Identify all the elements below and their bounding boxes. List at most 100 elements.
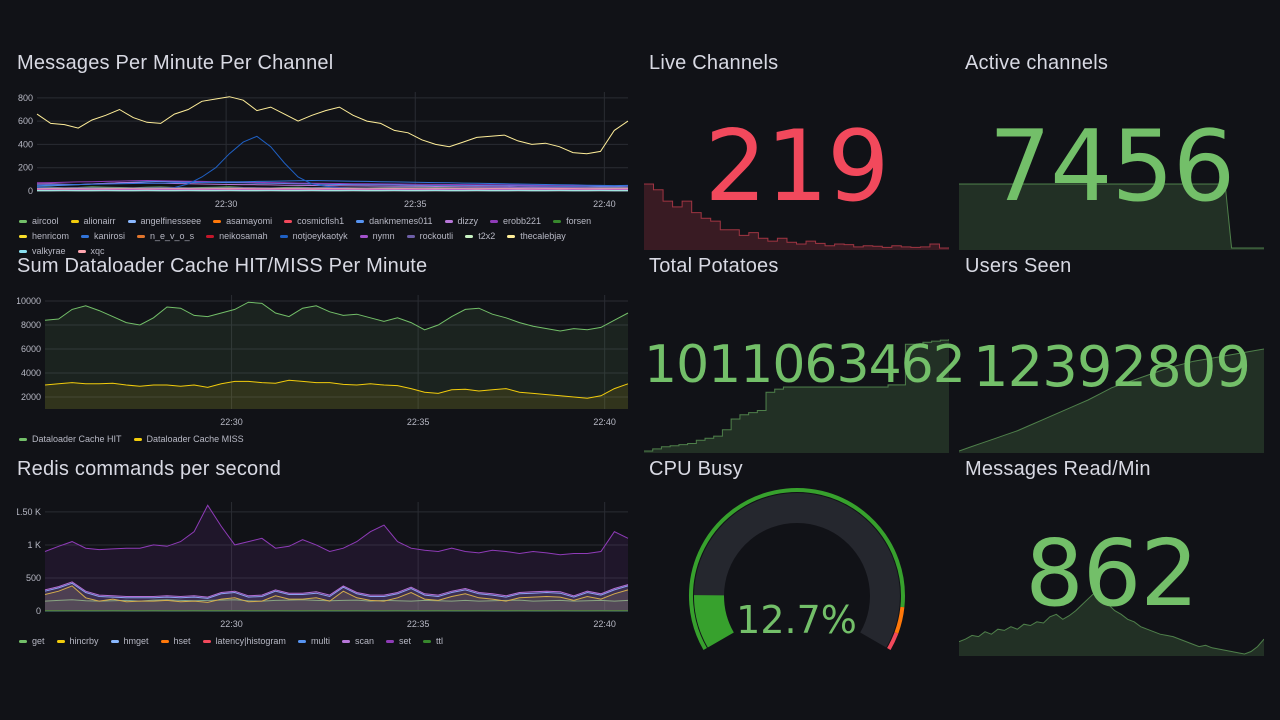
sparkline-area	[959, 184, 1264, 250]
legend-swatch	[422, 639, 431, 643]
messages-read-sparkline	[959, 591, 1264, 656]
users-seen-sparkline	[959, 348, 1264, 453]
legend-item[interactable]: hmget	[110, 635, 149, 647]
series-line	[36, 179, 629, 187]
legend-item[interactable]: thecalebjay	[507, 230, 566, 242]
legend-swatch	[553, 219, 562, 223]
sparkline-area	[644, 184, 949, 250]
legend-swatch	[359, 234, 368, 238]
legend-item[interactable]: n_e_v_o_s	[137, 230, 194, 242]
legend-item[interactable]: cosmicfish1	[284, 215, 344, 227]
x-tick-label: 22:35	[404, 199, 427, 209]
legend-item[interactable]: valkyrae	[19, 245, 66, 257]
legend-item[interactable]: multi	[297, 635, 330, 647]
legend-swatch	[341, 639, 350, 643]
legend-item[interactable]: hset	[160, 635, 191, 647]
gauge-threshold-red	[887, 632, 899, 651]
legend-item[interactable]: get	[19, 635, 45, 647]
messages-read-panel[interactable]: Messages Read/Min 862	[959, 458, 1264, 656]
redis-chart[interactable]: 1.50 K 1 K 500 0 22:30 22:35 22:40	[17, 498, 630, 633]
legend-swatch	[297, 639, 306, 643]
sparkline-area	[959, 592, 1264, 656]
legend-item[interactable]: notjoeykaotyk	[279, 230, 348, 242]
cpu-busy-panel[interactable]: CPU Busy 12.7%	[644, 458, 949, 656]
legend-label: angelfinesseee	[140, 216, 202, 226]
legend-swatch	[110, 639, 119, 643]
series-line	[44, 581, 629, 598]
legend-label: t2x2	[478, 231, 496, 241]
legend-item[interactable]: asamayomi	[213, 215, 272, 227]
legend-item[interactable]: henricom	[19, 230, 69, 242]
redis-legend: get hincrby hmget hset latency|histogram mult…	[19, 635, 629, 647]
legend-item[interactable]: latency|histogram	[202, 635, 286, 647]
redis-commands-panel[interactable]: Redis commands per second 1.50 K 1 K 500 0 2…	[17, 458, 630, 653]
legend-item[interactable]: Dataloader Cache MISS	[133, 433, 244, 445]
sparkline-line	[644, 183, 949, 249]
legend-item[interactable]: kanirosi	[81, 230, 125, 242]
y-tick-label: 0	[28, 186, 33, 196]
legend-label: hset	[173, 636, 191, 646]
legend-item[interactable]: Dataloader Cache HIT	[19, 433, 122, 445]
series-line	[44, 585, 629, 603]
legend-swatch	[279, 234, 288, 238]
gauge-value-arc	[694, 594, 735, 648]
legend-item[interactable]: rockoutli	[406, 230, 454, 242]
legend-label: henricom	[32, 231, 70, 241]
panel-title: CPU Busy	[649, 458, 743, 480]
x-tick-label: 22:35	[407, 417, 430, 427]
active-channels-value: 7456	[988, 110, 1235, 224]
legend-label: dankmemes011	[369, 216, 433, 226]
legend-item[interactable]: nymn	[359, 230, 395, 242]
legend-item[interactable]: xqc	[77, 245, 105, 257]
y-tick-label: 400	[18, 139, 33, 149]
legend-swatch	[127, 219, 136, 223]
legend-label: alionairr	[83, 216, 116, 226]
legend-swatch	[490, 219, 499, 223]
legend-item[interactable]: neikosamah	[206, 230, 268, 242]
legend-label: scan	[354, 636, 374, 646]
legend-label: latency|histogram	[215, 636, 286, 646]
legend-label: Dataloader Cache HIT	[32, 434, 122, 444]
series-line	[44, 582, 629, 599]
legend-label: valkyrae	[32, 246, 66, 256]
users-seen-panel[interactable]: Users Seen 12392809	[959, 255, 1264, 453]
legend-label: erobb221	[503, 216, 542, 226]
live-channels-panel[interactable]: Live Channels 219	[644, 52, 949, 250]
legend-label: neikosamah	[219, 231, 268, 241]
cache-legend: Dataloader Cache HIT Dataloader Cache MIS…	[19, 433, 629, 445]
sparkline-area	[644, 339, 949, 453]
legend-item[interactable]: angelfinesseee	[127, 215, 202, 227]
legend-label: rockoutli	[419, 231, 454, 241]
active-channels-panel[interactable]: Active channels 7456	[959, 52, 1264, 250]
messages-read-value: 862	[1025, 520, 1199, 627]
legend-item[interactable]: t2x2	[465, 230, 495, 242]
legend-item[interactable]: ttl	[422, 635, 443, 647]
legend-item[interactable]: hincrby	[56, 635, 99, 647]
legend-item[interactable]: scan	[341, 635, 374, 647]
legend-item[interactable]: set	[385, 635, 411, 647]
y-tick-label: 4000	[21, 368, 41, 378]
messages-chart[interactable]: 800 600 400 200 0 22:30 22:35 22:40	[17, 88, 630, 213]
legend-label: dizzy	[457, 216, 479, 226]
x-tick-label: 22:40	[593, 199, 616, 209]
cache-hit-miss-panel[interactable]: Sum Dataloader Cache HIT/MISS Per Minute…	[17, 255, 630, 450]
total-potatoes-panel[interactable]: Total Potatoes 1011063462	[644, 255, 966, 453]
cpu-busy-value: 12.7%	[736, 598, 857, 642]
legend-item[interactable]: dizzy	[444, 215, 479, 227]
legend-swatch	[133, 437, 142, 441]
legend-swatch	[56, 639, 65, 643]
legend-item[interactable]: alionairr	[70, 215, 116, 227]
cache-chart[interactable]: 10000 8000 6000 4000 2000 22:30 22:35 22:40	[17, 291, 630, 431]
legend-swatch	[385, 639, 394, 643]
legend-item[interactable]: aircool	[19, 215, 59, 227]
messages-per-minute-panel[interactable]: Messages Per Minute Per Channel 800 600 40…	[17, 52, 630, 256]
legend-label: ttl	[435, 636, 443, 646]
legend-item[interactable]: forsen	[553, 215, 591, 227]
legend-label: asamayomi	[226, 216, 273, 226]
legend-label: notjoeykaotyk	[292, 231, 348, 241]
legend-swatch	[406, 234, 415, 238]
legend-item[interactable]: dankmemes011	[356, 215, 433, 227]
sparkline-line	[959, 348, 1264, 452]
legend-item[interactable]: erobb221	[490, 215, 541, 227]
series-area	[45, 505, 628, 611]
